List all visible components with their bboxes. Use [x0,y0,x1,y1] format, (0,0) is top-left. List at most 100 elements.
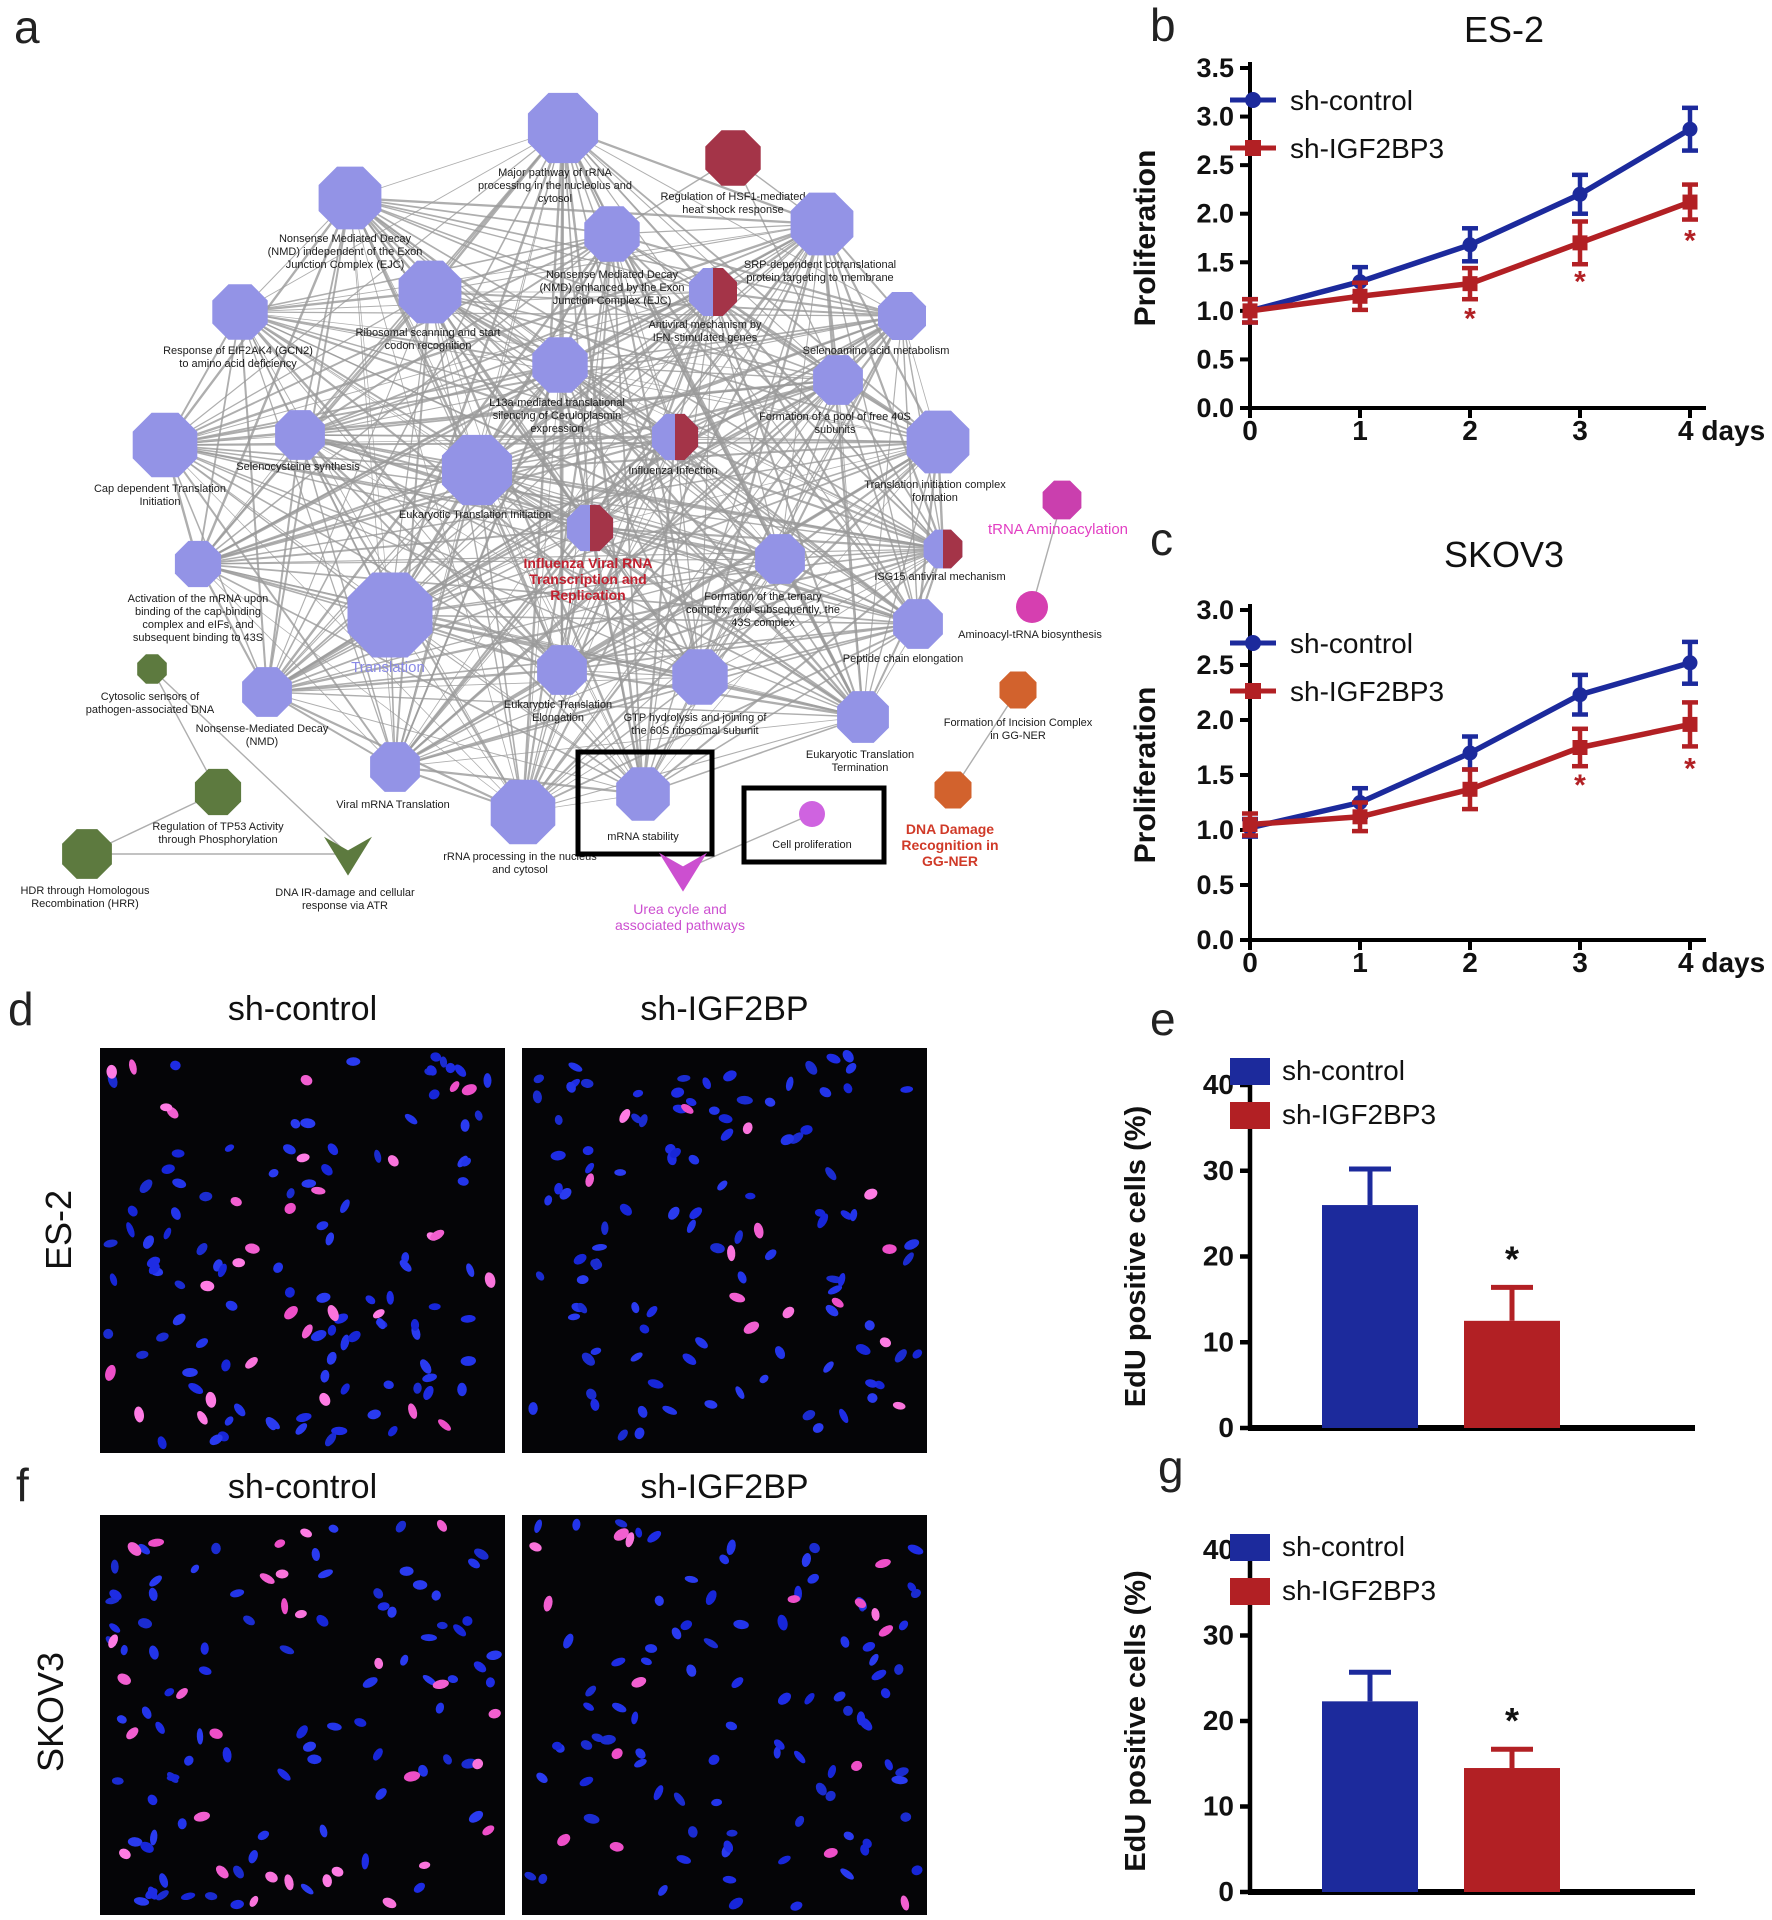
nucleus [157,1436,167,1450]
nucleus [431,1590,441,1601]
edu-nucleus [281,1598,289,1615]
panel-letter-d: d [8,983,34,1035]
nucleus [632,1089,644,1098]
nucleus [428,1303,441,1311]
network-node-label-cap_dep: Cap dependent Translation Initiation [94,483,226,508]
nucleus [377,1602,390,1611]
edu-nucleus [851,1760,863,1771]
nucleus [485,1677,495,1688]
column-label-sh-control-es2: sh-control [227,990,378,1028]
nucleus [826,1053,841,1064]
y-tick-label: 10 [1203,1326,1234,1357]
nucleus [827,1765,837,1779]
network-edge [642,223,823,795]
network-edge [428,291,645,795]
nucleus [789,1132,804,1144]
edu-nucleus [300,1074,313,1086]
nucleus [331,1426,348,1436]
edu-nucleus [117,1673,131,1685]
edu-nucleus [436,1519,448,1532]
network-node-label-mrna_stab: mRNA stability [607,831,679,843]
x-tick-label: 1 [1352,415,1368,446]
nucleus [804,1692,815,1705]
nucleus [840,1210,853,1220]
y-tick-label: 2.5 [1196,150,1234,180]
network-edge [349,196,823,226]
nucleus [316,1292,331,1303]
nucleus [676,1855,691,1864]
proliferation-chart-es2: ES-2 0.0 0.5 1.0 1.5 2.0 2.5 3.0 3.5 0 1 2 3 4 days Pr… [1129,9,1765,446]
nucleus [395,1520,407,1533]
network-edge [266,558,781,693]
nucleus [640,1657,652,1666]
nucleus [428,1089,440,1100]
nucleus [217,1263,227,1278]
network-node-hsf1 [705,130,761,186]
network-node-label-activation_mrna: Activation of the mRNA upon binding of th… [128,593,269,644]
image-background [100,1515,505,1915]
nucleus [404,1113,418,1125]
x-tick-label: 1 [1352,947,1368,978]
data-point [1352,288,1368,304]
nucleus [198,1666,212,1676]
nucleus [723,1840,734,1853]
nucleus [221,1359,231,1372]
edu-nucleus [743,1321,760,1334]
nucleus [680,1620,693,1631]
network-edge [349,197,839,381]
nucleus [316,1614,329,1627]
nucleus [592,1243,607,1251]
edu-nucleus [484,1272,496,1288]
nucleus [617,1429,628,1441]
nucleus [447,1675,459,1684]
network-node-nmd [242,667,292,717]
network-edge [589,315,903,529]
network-node-ternary [755,534,805,584]
network-edge [299,434,701,678]
edu-nucleus [878,1625,894,1637]
network-edge [561,557,781,672]
edu-nucleus [106,1064,117,1079]
nucleus [544,1195,553,1206]
nucleus [838,1272,846,1287]
network-edge [197,291,714,565]
nucleus [585,1162,595,1174]
nucleus [439,1056,448,1068]
nucleus [708,1106,720,1115]
nucleus [552,1741,562,1751]
nucleus [658,1884,668,1896]
y-tick-label: 0 [1218,1876,1234,1907]
y-tick-label: 20 [1203,1241,1234,1272]
edu-nucleus [249,1895,259,1907]
nucleus [133,1897,150,1906]
nucleus [136,1350,149,1359]
significance-asterisk: * [1505,1700,1519,1741]
edu-nucleus [160,1103,173,1112]
bar-sh-control [1322,1205,1418,1428]
y-tick-label: 0.0 [1196,925,1234,955]
network-node-rrna_proc [490,779,556,845]
edu-nucleus [119,1848,131,1860]
data-point [1462,237,1478,253]
chart-title: ES-2 [1464,9,1544,50]
nucleus [460,1119,470,1132]
edu-nucleus [864,1188,878,1200]
network-node-cytosolic [137,654,167,684]
series-sh-IGF2BP3 [1242,182,1698,325]
nucleus [647,1379,664,1389]
edu-nucleus [311,1186,326,1195]
nucleus [894,1664,904,1675]
nucleus [127,1205,138,1217]
legend-swatch [1230,1102,1270,1129]
column-label-sh-igf2bp-skov3: sh-IGF2BP [640,1468,809,1506]
edu-nucleus [200,1280,215,1292]
edu-nucleus [727,1245,736,1262]
nucleus [840,1868,854,1880]
legend-marker-square [1245,140,1261,156]
nucleus [326,1351,337,1365]
nucleus [300,1883,314,1895]
network-edge [389,441,939,616]
nucleus [224,1144,235,1152]
network-edge [299,434,864,718]
nucleus [631,1302,640,1314]
